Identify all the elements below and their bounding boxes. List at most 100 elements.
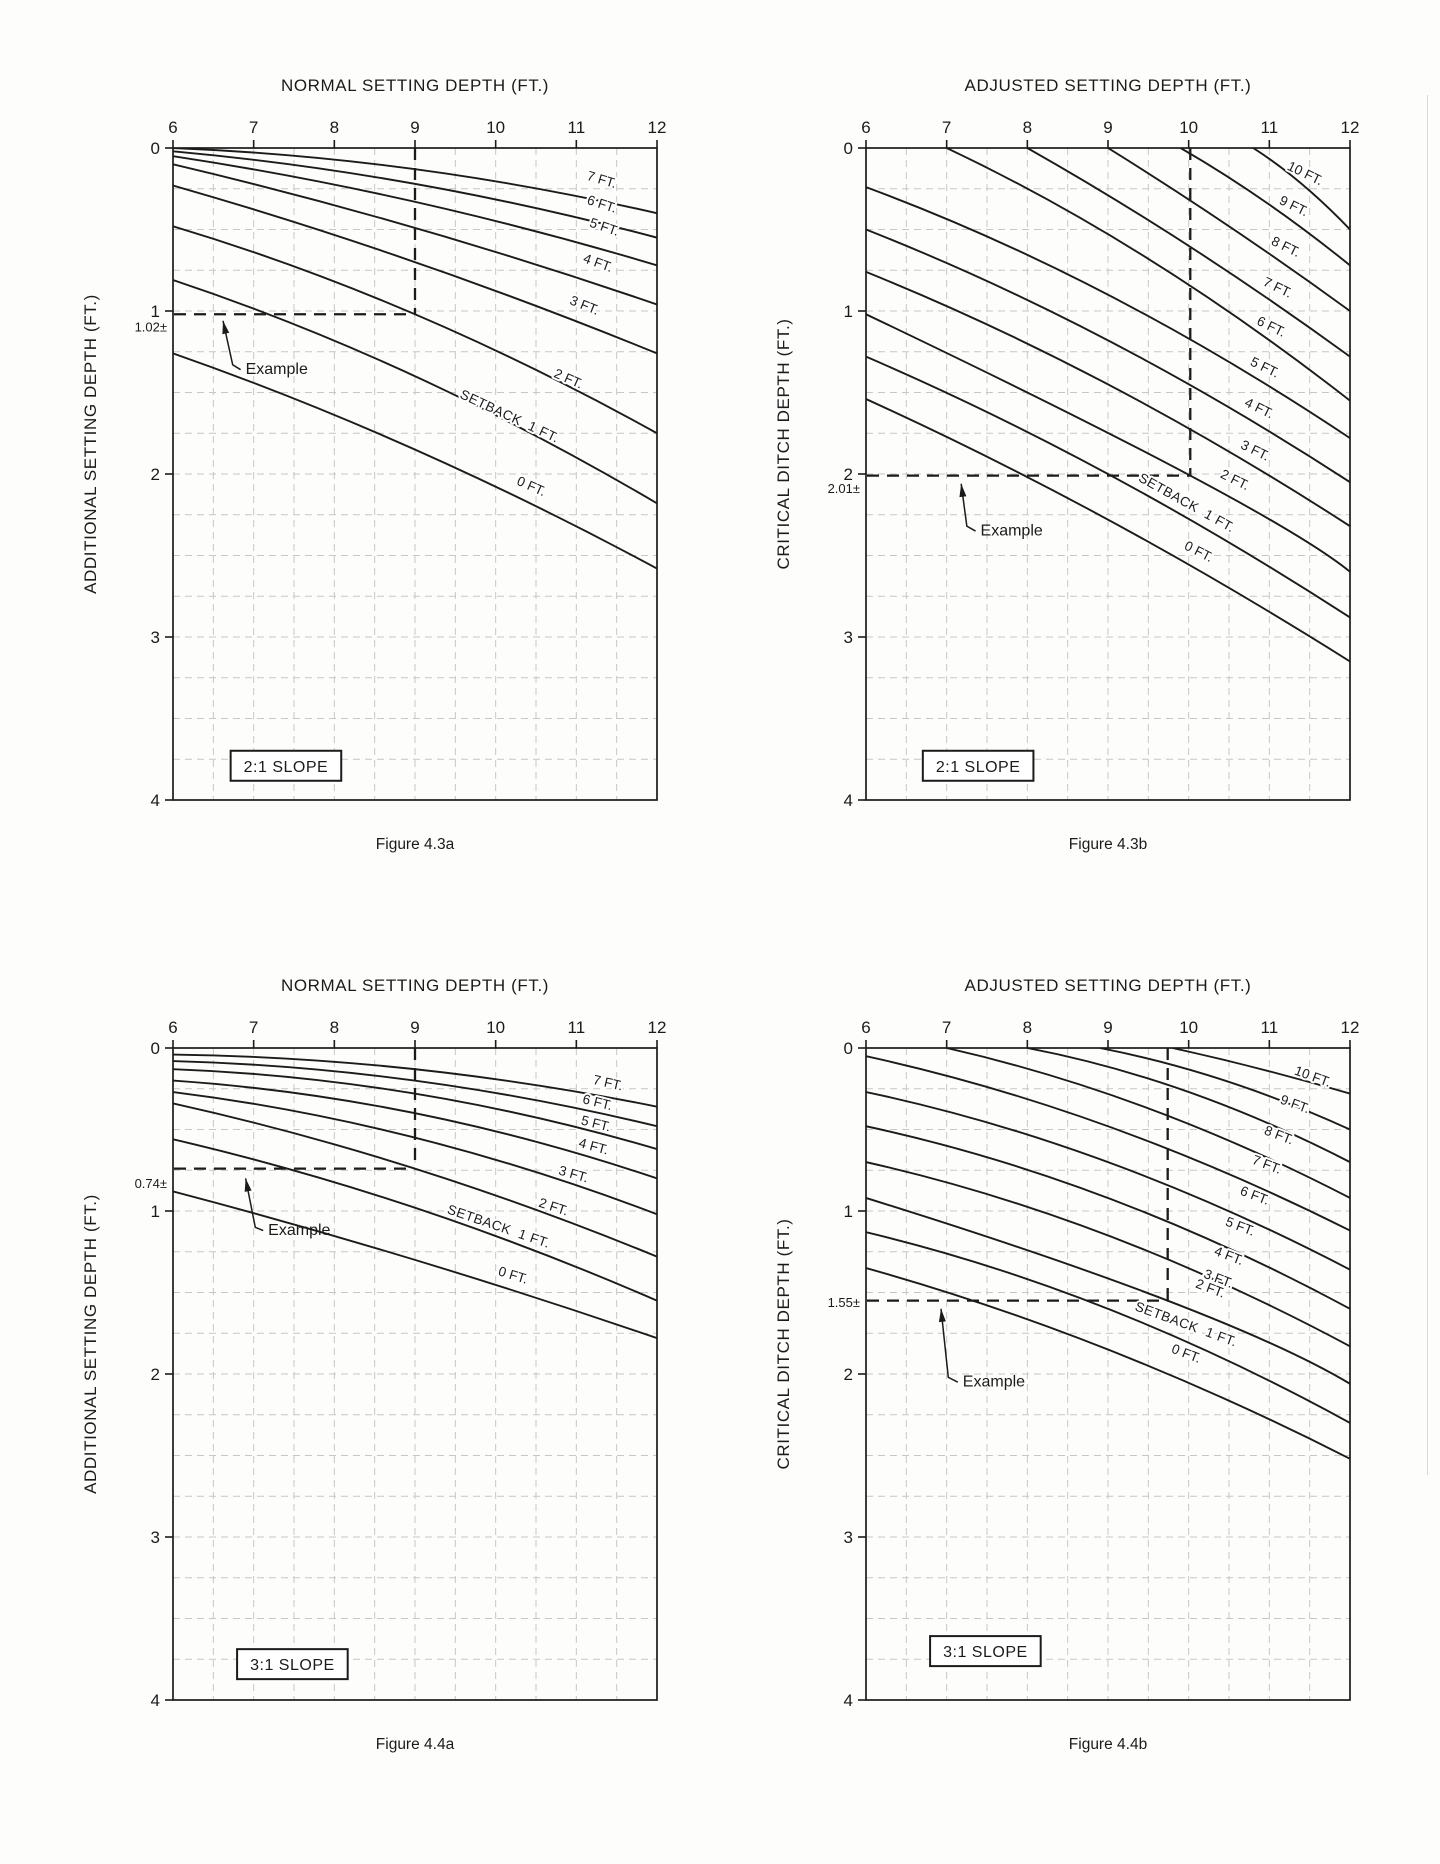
setback-3ft-curve	[173, 184, 657, 355]
x-axis-title: NORMAL SETTING DEPTH (FT.)	[281, 976, 549, 995]
figure-caption: Figure 4.4b	[1068, 1736, 1148, 1753]
plot-border	[865, 147, 1351, 801]
x-tick-label: 10	[1179, 118, 1198, 137]
setback-1ft-curve	[866, 1231, 1350, 1424]
example-dashed-lines	[174, 148, 417, 316]
x-tick-label: 8	[330, 1018, 339, 1037]
setback-9ft-label: 9 FT.	[1277, 193, 1311, 220]
example-label: Example	[963, 1373, 1025, 1390]
example-dashed-lines	[174, 1048, 417, 1170]
example-label: Example	[981, 522, 1043, 539]
grid-lines	[173, 148, 657, 800]
setback-2ft-label: 2 FT.	[1218, 466, 1252, 493]
y-tick-label: 4	[844, 1691, 853, 1710]
setback-2ft-label: 2 FT.	[537, 1195, 570, 1219]
slope-label: 2:1 SLOPE	[244, 759, 329, 776]
y-tick-label: 2	[844, 465, 853, 484]
slope-label: 3:1 SLOPE	[250, 1657, 335, 1674]
setback-0ft-label: 0 FT.	[1182, 538, 1216, 565]
y-tick-label: 3	[151, 628, 160, 647]
arrowhead-icon	[959, 483, 967, 498]
setback-4ft-curve	[173, 163, 657, 306]
y-tick-label: 0	[844, 1039, 853, 1058]
setback-9ft-curve	[1099, 1048, 1350, 1131]
x-tick-label: 7	[942, 1018, 951, 1037]
x-tick-label: 9	[1103, 118, 1112, 137]
x-tick-label: 11	[1261, 1018, 1279, 1037]
x-tick-label: 8	[1023, 1018, 1032, 1037]
arrowhead-icon	[938, 1308, 946, 1323]
chart-svg: Example 1.02± 7 FT.6 FT.5 FT. 4 FT. 3 FT. 2 F…	[81, 76, 667, 810]
setback-0ft-curve	[866, 398, 1350, 663]
setback-0ft-curve	[173, 352, 657, 570]
x-tick-label: 8	[1023, 118, 1032, 137]
setback-10ft-curve	[1172, 1048, 1350, 1095]
example-value-label: 0.74±	[135, 1176, 167, 1191]
setback-7ft-label: 7 FT.	[592, 1072, 625, 1093]
y-tick-label: 4	[151, 791, 160, 810]
slope-label: 2:1 SLOPE	[936, 759, 1021, 776]
y-tick-label: 1	[844, 1202, 853, 1221]
setback-4ft-label: 4 FT.	[581, 251, 614, 275]
x-tick-label: 7	[249, 1018, 258, 1037]
setback-9ft-curve	[1180, 148, 1350, 267]
setback-10ft-curve	[1252, 148, 1350, 231]
setback-3ft-curve	[866, 1161, 1350, 1348]
setback-7ft-label: 7 FT.	[1250, 1152, 1283, 1177]
setback-6ft-curve	[946, 148, 1350, 402]
y-axis-title: CRITICAL DITCH DEPTH (FT.)	[774, 1218, 793, 1469]
figure-caption: Figure 4.4a	[375, 1736, 455, 1753]
y-tick-label: 3	[844, 1528, 853, 1547]
example-label: Example	[246, 361, 308, 378]
setback-0ft-curve	[866, 1267, 1350, 1460]
example-leader	[938, 1308, 959, 1383]
y-tick-label: 2	[844, 1365, 853, 1384]
axis-ticks	[165, 140, 658, 801]
x-tick-label: 10	[1179, 1018, 1198, 1037]
slope-box: 3:1 SLOPE	[929, 1635, 1042, 1668]
x-tick-label: 10	[486, 118, 505, 137]
setback-8ft-label: 8 FT.	[1262, 1123, 1295, 1148]
setback-6ft-curve	[173, 1060, 657, 1128]
y-tick-label: 0	[151, 1039, 160, 1058]
x-tick-label: 6	[861, 118, 870, 137]
x-tick-label: 9	[410, 1018, 419, 1037]
x-tick-label: 6	[168, 118, 177, 137]
x-axis-title: ADJUSTED SETTING DEPTH (FT.)	[965, 76, 1252, 95]
y-tick-label: 0	[151, 139, 160, 158]
setback-3ft-curve	[866, 270, 1350, 527]
setback-1ft-label: SETBACK 1 FT.	[458, 387, 562, 446]
setback-6ft-curve	[173, 150, 657, 239]
setback-5ft-label: 5 FT.	[580, 1113, 613, 1135]
x-tick-label: 11	[568, 118, 586, 137]
x-tick-label: 10	[486, 1018, 505, 1037]
grid-lines	[866, 1048, 1350, 1700]
setback-0ft-label: 0 FT.	[497, 1264, 530, 1287]
setback-5ft-curve	[173, 155, 657, 267]
setback-1ft-curve	[866, 355, 1350, 619]
example-value-label: 1.55±	[828, 1295, 860, 1310]
setback-6ft-label: 6 FT.	[1255, 313, 1289, 340]
x-axis-title: NORMAL SETTING DEPTH (FT.)	[281, 76, 549, 95]
x-tick-label: 7	[942, 118, 951, 137]
y-tick-label: 4	[844, 791, 853, 810]
arrowhead-icon	[222, 320, 230, 335]
setback-6ft-curve	[866, 1055, 1350, 1232]
y-tick-label: 2	[151, 465, 160, 484]
setback-1ft-curve	[173, 1138, 657, 1302]
setback-5ft-curve	[866, 186, 1350, 439]
setback-7ft-label: 7 FT.	[585, 168, 618, 191]
figure-4-4b-chart: Figure 4.4b Example 1.55± 10 FT. 9 FT. 8 FT.…	[753, 960, 1393, 1760]
setback-0ft-label: 0 FT.	[515, 473, 549, 499]
x-tick-label: 6	[168, 1018, 177, 1037]
y-axis-title: ADDITIONAL SETTING DEPTH (FT.)	[81, 294, 100, 594]
x-tick-label: 12	[648, 1018, 667, 1037]
x-axis-title: ADJUSTED SETTING DEPTH (FT.)	[965, 976, 1252, 995]
setback-0ft-label: 0 FT.	[1170, 1341, 1203, 1366]
